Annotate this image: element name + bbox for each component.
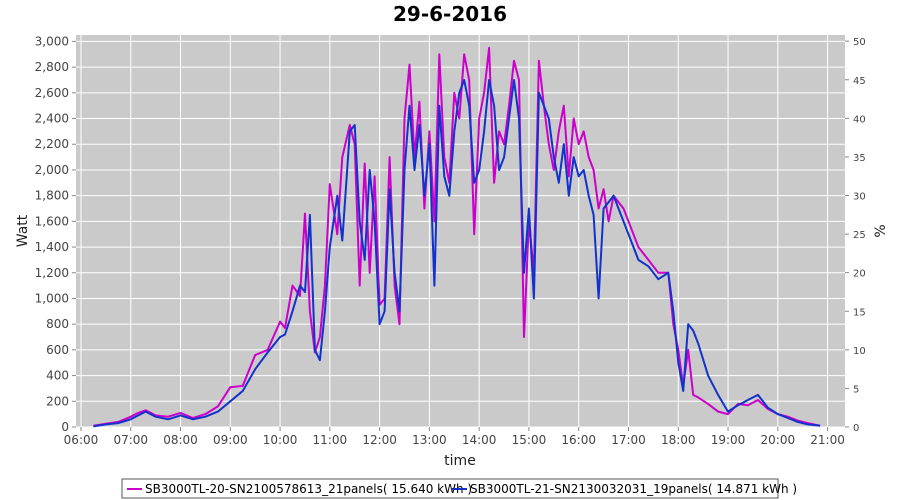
y-tick-label: 0 (61, 420, 69, 434)
y-tick-label: 3,000 (35, 34, 69, 48)
y2-tick-label: 30 (853, 192, 866, 203)
x-axis-ticks: 06:00 07:00 08:00 09:00 10:00 11:00 12:00 13:00… (64, 427, 845, 447)
series-line-2 (93, 79, 821, 428)
grid (76, 35, 845, 428)
y-tick-label: 800 (46, 317, 69, 331)
x-tick-label: 11:00 (313, 433, 348, 447)
x-tick-label: 09:00 (213, 433, 248, 447)
y-tick-label: 1,400 (35, 240, 69, 254)
y2-axis-ticks: 0 5 10 15 20 25 30 35 40 45 50 (845, 37, 866, 434)
x-tick-label: 21:00 (810, 433, 845, 447)
y2-tick-label: 10 (853, 346, 866, 357)
y-tick-label: 1,200 (35, 266, 69, 280)
y-axis-label: Watt (15, 214, 31, 247)
y2-axis-label: % (873, 224, 889, 237)
y2-tick-label: 20 (853, 269, 866, 280)
legend-box (121, 478, 779, 499)
x-tick-label: 17:00 (611, 433, 646, 447)
y-tick-label: 1,800 (35, 189, 69, 203)
x-tick-label: 15:00 (512, 433, 547, 447)
y-tick-label: 400 (46, 369, 69, 383)
series-lines (93, 46, 821, 428)
x-tick-label: 13:00 (412, 433, 447, 447)
y-tick-label: 2,000 (35, 163, 69, 177)
y2-tick-label: 5 (853, 384, 859, 395)
y-tick-label: 1,600 (35, 214, 69, 228)
y2-tick-label: 50 (853, 37, 866, 48)
chart-title: 29-6-2016 (393, 2, 507, 26)
x-tick-label: 20:00 (761, 433, 796, 447)
y2-tick-label: 45 (853, 76, 866, 87)
y-tick-label: 2,200 (35, 137, 69, 151)
legend: SB3000TL-20-SN2100578613_21panels( 15.64… (121, 478, 797, 499)
x-axis-label: time (444, 453, 476, 469)
y-tick-label: 600 (46, 343, 69, 357)
y2-tick-label: 0 (853, 423, 859, 434)
y-axis-ticks: 0 200 400 600 800 1,000 1,200 1,400 1,600 1,800 2,… (35, 34, 76, 434)
x-tick-label: 19:00 (711, 433, 746, 447)
y2-tick-label: 15 (853, 307, 866, 318)
x-tick-label: 07:00 (113, 433, 148, 447)
y2-tick-label: 40 (853, 114, 866, 125)
x-tick-label: 08:00 (163, 433, 198, 447)
y2-tick-label: 35 (853, 153, 866, 164)
y-tick-label: 1,000 (35, 291, 69, 305)
y-tick-label: 2,600 (35, 86, 69, 100)
y-tick-label: 2,800 (35, 60, 69, 74)
x-tick-label: 14:00 (462, 433, 497, 447)
x-tick-label: 12:00 (362, 433, 397, 447)
x-tick-label: 06:00 (64, 433, 99, 447)
legend-entry-series-2: SB3000TL-21-SN2130032031_19panels( 14.87… (470, 482, 797, 496)
y2-tick-label: 25 (853, 230, 866, 241)
y-tick-label: 2,400 (35, 112, 69, 126)
legend-entry-series-1: SB3000TL-20-SN2100578613_21panels( 15.64… (145, 482, 472, 496)
x-tick-label: 18:00 (661, 433, 696, 447)
x-tick-label: 16:00 (561, 433, 596, 447)
y-tick-label: 200 (46, 394, 69, 408)
x-tick-label: 10:00 (263, 433, 298, 447)
